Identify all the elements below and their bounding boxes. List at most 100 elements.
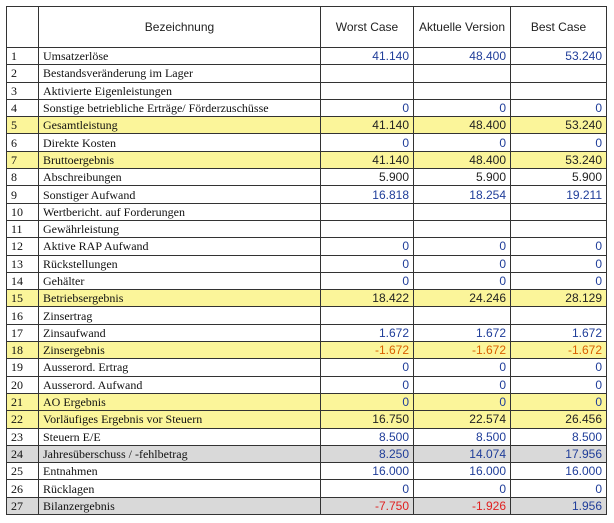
row-number: 9: [6, 185, 39, 204]
row-label: Gewährleistung: [38, 219, 321, 239]
value-cell: 22.574: [413, 410, 511, 429]
value-cell: [320, 202, 414, 221]
value-cell: 5.900: [320, 168, 414, 187]
row-label: Direkte Kosten: [38, 133, 321, 152]
table-row: 13 Rückstellungen 0 0 0: [6, 254, 607, 273]
value-cell: -1.672: [413, 341, 511, 360]
value-cell: 18.422: [320, 289, 414, 308]
table-row: 9 Sonstiger Aufwand 16.818 18.254 19.211: [6, 185, 607, 204]
row-number: 18: [6, 341, 39, 360]
value-cell: 8.250: [320, 444, 414, 464]
value-cell: [320, 81, 414, 100]
row-number: 5: [6, 116, 39, 135]
row-label: Umsatzerlöse: [38, 46, 321, 66]
value-cell: -1.926: [413, 496, 511, 516]
row-number: 6: [6, 133, 39, 152]
table-row: 4 Sonstige betriebliche Erträge/ Förderzu…: [6, 98, 607, 118]
row-number: 21: [6, 392, 39, 412]
value-cell: 0: [413, 375, 511, 394]
row-label: Betriebsergebnis: [38, 289, 321, 308]
row-label: Vorläufiges Ergebnis vor Steuern: [38, 410, 321, 429]
table-row: 11 Gewährleistung: [6, 219, 607, 239]
header-cell: Worst Case: [320, 6, 414, 48]
value-cell: 16.818: [320, 185, 414, 204]
header-cell: Aktuelle Version: [413, 6, 511, 48]
row-label: Jahresüberschuss / -fehlbetrag: [38, 444, 321, 464]
row-label: Sonstige betriebliche Erträge/ Förderzus…: [38, 98, 321, 118]
value-cell: [320, 64, 414, 83]
row-label: Steuern E/E: [38, 427, 321, 446]
value-cell: [413, 219, 511, 239]
row-number: 4: [6, 98, 39, 118]
table-row: 7 Bruttoergebnis 41.140 48.400 53.240: [6, 150, 607, 170]
value-cell: 0: [413, 237, 511, 256]
row-number: 23: [6, 427, 39, 446]
value-cell: 48.400: [413, 150, 511, 170]
value-cell: 0: [413, 133, 511, 152]
value-cell: 41.140: [320, 116, 414, 135]
value-cell: 0: [320, 254, 414, 273]
value-cell: [413, 64, 511, 83]
value-cell: [413, 81, 511, 100]
row-label: Abschreibungen: [38, 168, 321, 187]
value-cell: 0: [320, 237, 414, 256]
row-number: 27: [6, 496, 39, 516]
row-number: 12: [6, 237, 39, 256]
value-cell: 0: [510, 254, 607, 273]
value-cell: 1.672: [510, 323, 607, 343]
result-table: Bezeichnung Worst Case Aktuelle Version …: [6, 6, 607, 516]
value-cell: 48.400: [413, 46, 511, 66]
table-row: 22 Vorläufiges Ergebnis vor Steuern 16.750…: [6, 410, 607, 429]
value-cell: 14.074: [413, 444, 511, 464]
table-row: 15 Betriebsergebnis 18.422 24.246 28.129: [6, 289, 607, 308]
value-cell: 18.254: [413, 185, 511, 204]
table-row: 6 Direkte Kosten 0 0 0: [6, 133, 607, 152]
table-row: 25 Entnahmen 16.000 16.000 16.000: [6, 462, 607, 481]
header-cell: Best Case: [510, 6, 607, 48]
value-cell: 0: [413, 392, 511, 412]
table-row: 5 Gesamtleistung 41.140 48.400 53.240: [6, 116, 607, 135]
header-row: Bezeichnung Worst Case Aktuelle Version …: [6, 6, 607, 48]
row-number: 26: [6, 479, 39, 498]
value-cell: 0: [510, 392, 607, 412]
table-row: 24 Jahresüberschuss / -fehlbetrag 8.250 14.…: [6, 444, 607, 464]
row-number: 17: [6, 323, 39, 343]
value-cell: 0: [510, 358, 607, 377]
row-label: Ausserord. Aufwand: [38, 375, 321, 394]
row-number: 16: [6, 306, 39, 325]
table-row: 27 Bilanzergebnis -7.750 -1.926 1.956: [6, 496, 607, 516]
value-cell: 24.246: [413, 289, 511, 308]
row-label: Wertbericht. auf Forderungen: [38, 202, 321, 221]
value-cell: 0: [510, 479, 607, 498]
value-cell: [320, 306, 414, 325]
value-cell: 0: [413, 271, 511, 291]
row-label: Aktive RAP Aufwand: [38, 237, 321, 256]
value-cell: 53.240: [510, 46, 607, 66]
value-cell: 17.956: [510, 444, 607, 464]
value-cell: 16.000: [320, 462, 414, 481]
row-label: Zinsaufwand: [38, 323, 321, 343]
value-cell: [510, 306, 607, 325]
row-number: 20: [6, 375, 39, 394]
value-cell: [413, 306, 511, 325]
value-cell: 16.000: [413, 462, 511, 481]
row-label: Bilanzergebnis: [38, 496, 321, 516]
row-number: 11: [6, 219, 39, 239]
row-number: 25: [6, 462, 39, 481]
value-cell: 0: [413, 358, 511, 377]
value-cell: 48.400: [413, 116, 511, 135]
value-cell: [510, 202, 607, 221]
row-number: 2: [6, 64, 39, 83]
value-cell: [413, 202, 511, 221]
row-number: 3: [6, 81, 39, 100]
value-cell: 0: [510, 375, 607, 394]
row-label: Rücklagen: [38, 479, 321, 498]
value-cell: 16.000: [510, 462, 607, 481]
header-cell: [6, 6, 39, 48]
value-cell: 0: [320, 375, 414, 394]
value-cell: [510, 64, 607, 83]
table-row: 12 Aktive RAP Aufwand 0 0 0: [6, 237, 607, 256]
row-label: Sonstiger Aufwand: [38, 185, 321, 204]
table-row: 16 Zinsertrag: [6, 306, 607, 325]
row-number: 8: [6, 168, 39, 187]
